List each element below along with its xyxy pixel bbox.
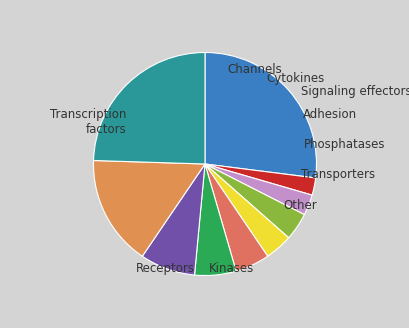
Text: Cytokines: Cytokines	[266, 72, 324, 85]
Wedge shape	[194, 164, 236, 276]
Wedge shape	[142, 164, 204, 275]
Wedge shape	[204, 164, 311, 215]
Text: Phosphatases: Phosphatases	[303, 138, 384, 151]
Wedge shape	[93, 160, 204, 256]
Text: Receptors: Receptors	[136, 262, 195, 276]
Wedge shape	[204, 164, 267, 271]
Text: Kinases: Kinases	[208, 262, 253, 276]
Text: Other: Other	[283, 199, 317, 213]
Wedge shape	[204, 52, 316, 178]
Text: Signaling effectors: Signaling effectors	[300, 85, 409, 98]
Text: Transporters: Transporters	[300, 168, 374, 181]
Text: Transcription
factors: Transcription factors	[50, 108, 126, 136]
Wedge shape	[204, 164, 303, 238]
Wedge shape	[204, 164, 288, 256]
Wedge shape	[93, 52, 204, 164]
Text: Channels: Channels	[227, 63, 281, 76]
Text: Adhesion: Adhesion	[303, 108, 357, 121]
Wedge shape	[204, 164, 315, 195]
